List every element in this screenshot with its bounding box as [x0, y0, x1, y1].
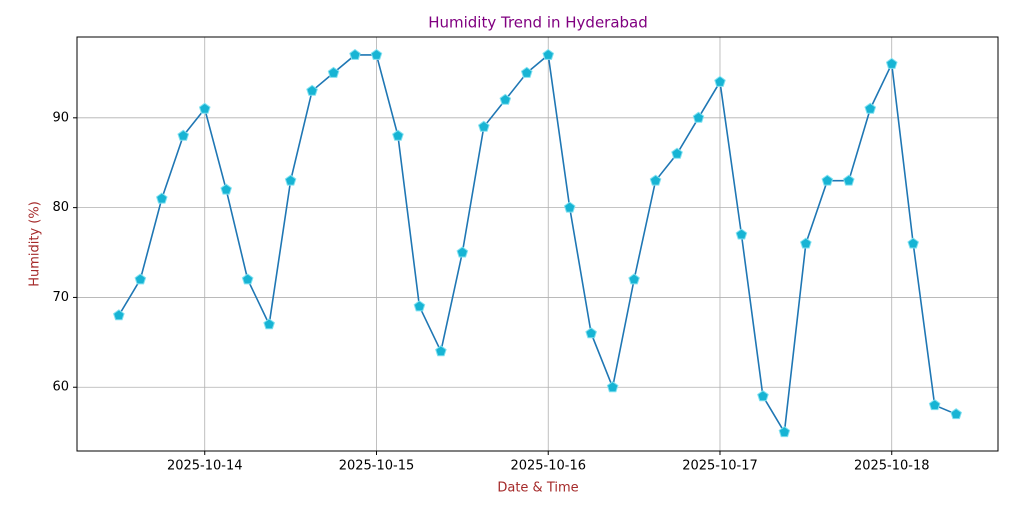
data-point [735, 228, 748, 240]
data-point [606, 381, 619, 393]
data-point [499, 93, 512, 105]
y-axis-label: Humidity (%) [28, 201, 43, 287]
plot-frame [76, 36, 999, 452]
x-tick-label: 2025-10-16 [510, 459, 586, 474]
data-point [649, 174, 662, 186]
data-point [864, 102, 877, 114]
data-point [392, 129, 404, 141]
data-point [478, 120, 490, 132]
data-point [928, 399, 941, 411]
y-tick-label: 90 [52, 110, 69, 125]
data-point [413, 300, 426, 312]
data-point [628, 273, 640, 285]
data-point [327, 66, 340, 78]
data-line [118, 53, 957, 435]
data-point [563, 201, 576, 213]
data-point [306, 84, 318, 96]
data-point [843, 174, 855, 186]
data-point [585, 327, 597, 339]
data-point [263, 318, 275, 330]
data-point [113, 309, 125, 321]
y-tick-label: 60 [52, 380, 69, 395]
data-point [349, 48, 361, 60]
data-point [198, 102, 211, 114]
x-tick-label: 2025-10-18 [854, 459, 930, 474]
x-tick-label: 2025-10-17 [682, 459, 758, 474]
data-point [821, 174, 834, 186]
y-tick-label: 80 [52, 200, 69, 215]
data-point [456, 246, 469, 258]
data-point [370, 48, 383, 60]
data-point [520, 66, 533, 78]
data-point [714, 75, 726, 87]
data-point [757, 390, 769, 402]
data-point [241, 273, 254, 285]
chart-title: Humidity Trend in Hyderabad [428, 14, 648, 32]
data-point [177, 129, 190, 141]
data-point [800, 237, 812, 249]
data-point [435, 345, 447, 357]
x-tick-label: 2025-10-14 [167, 459, 243, 474]
x-tick-label: 2025-10-15 [339, 459, 415, 474]
data-point [134, 273, 147, 285]
data-point [885, 57, 898, 69]
data-point [284, 174, 297, 186]
data-point [692, 111, 705, 123]
data-point [542, 48, 555, 60]
y-tick-label: 70 [52, 290, 69, 305]
data-point [778, 425, 791, 438]
data-point [907, 237, 919, 249]
data-point [220, 183, 232, 195]
data-point [950, 408, 962, 420]
data-point [671, 147, 683, 159]
x-axis-label: Date & Time [497, 481, 578, 496]
data-point [156, 192, 168, 204]
